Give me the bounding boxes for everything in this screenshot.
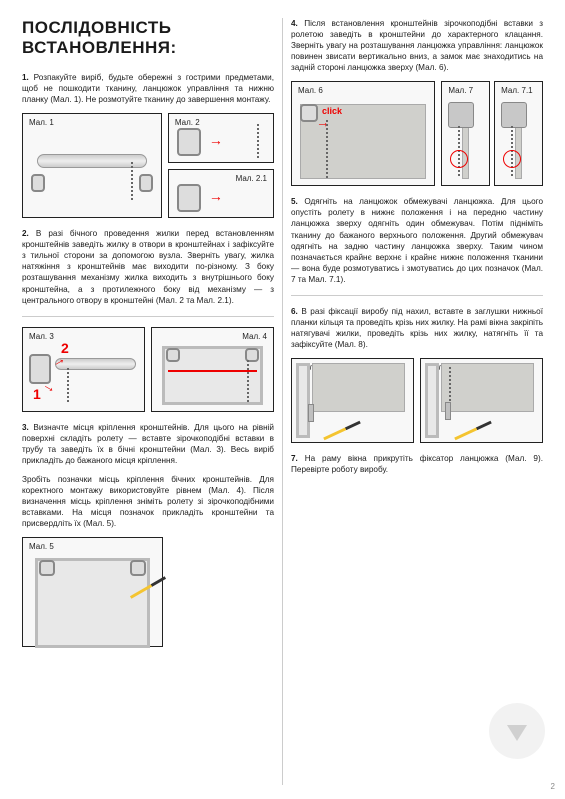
- fig-5: Мал. 5: [22, 537, 163, 647]
- fig-label: Мал. 2: [175, 118, 200, 127]
- para-1: 1. Розпакуйте виріб, будьте обережні з г…: [22, 72, 274, 105]
- para-7: 7. На раму вікна прикрутіть фіксатор лан…: [291, 453, 543, 475]
- fig-label: Мал. 7.1: [501, 86, 532, 95]
- para-2: 2. В разі бічного проведення жилки перед…: [22, 228, 274, 305]
- para-3b: Зробіть позначки місць кріплення бічних …: [22, 474, 274, 529]
- fig-row-2: Мал. 3 1 2 → → Мал. 4: [22, 327, 274, 412]
- page-title: ПОСЛІДОВНІСТЬ ВСТАНОВЛЕННЯ:: [22, 18, 274, 58]
- fig-label: Мал. 2.1: [236, 174, 267, 183]
- fig-row-1: Мал. 1 Мал. 2 → Мал. 2.1 →: [22, 113, 274, 218]
- fig-label: Мал. 1: [29, 118, 54, 127]
- fig-7: Мал. 7: [441, 81, 490, 186]
- divider: [22, 316, 274, 317]
- page-number: 2: [551, 782, 555, 791]
- fig-label: Мал. 4: [242, 332, 267, 341]
- fig-2: Мал. 2 →: [168, 113, 274, 163]
- para-4: 4. Після встановлення кронштейнів зірочк…: [291, 18, 543, 73]
- fig-row-5: Мал. 8 Мал. 9: [291, 358, 543, 443]
- fig-label: Мал. 3: [29, 332, 54, 341]
- fig-71: Мал. 7.1: [494, 81, 543, 186]
- para-6: 6. В разі фіксації виробу під нахил, вст…: [291, 306, 543, 350]
- divider: [291, 295, 543, 296]
- fig-4: Мал. 4: [151, 327, 274, 412]
- fig-label: Мал. 6: [298, 86, 323, 95]
- fig-row-4: Мал. 6 click → Мал. 7 Мал. 7.1: [291, 81, 543, 186]
- fig-9: Мал. 9: [420, 358, 543, 443]
- fig-3: Мал. 3 1 2 → →: [22, 327, 145, 412]
- fig-label: Мал. 7: [448, 86, 473, 95]
- fig-6: Мал. 6 click →: [291, 81, 435, 186]
- fig-row-3: Мал. 5: [22, 537, 274, 647]
- fig-label: Мал. 5: [29, 542, 54, 551]
- fig-8: Мал. 8: [291, 358, 414, 443]
- fig-21: Мал. 2.1 →: [168, 169, 274, 219]
- para-5: 5. Одягніть на ланцюжок обмежувачі ланцю…: [291, 196, 543, 285]
- para-3: 3. Визначте місця кріплення кронштейнів.…: [22, 422, 274, 466]
- watermark-icon: [489, 703, 545, 759]
- fig-1: Мал. 1: [22, 113, 162, 218]
